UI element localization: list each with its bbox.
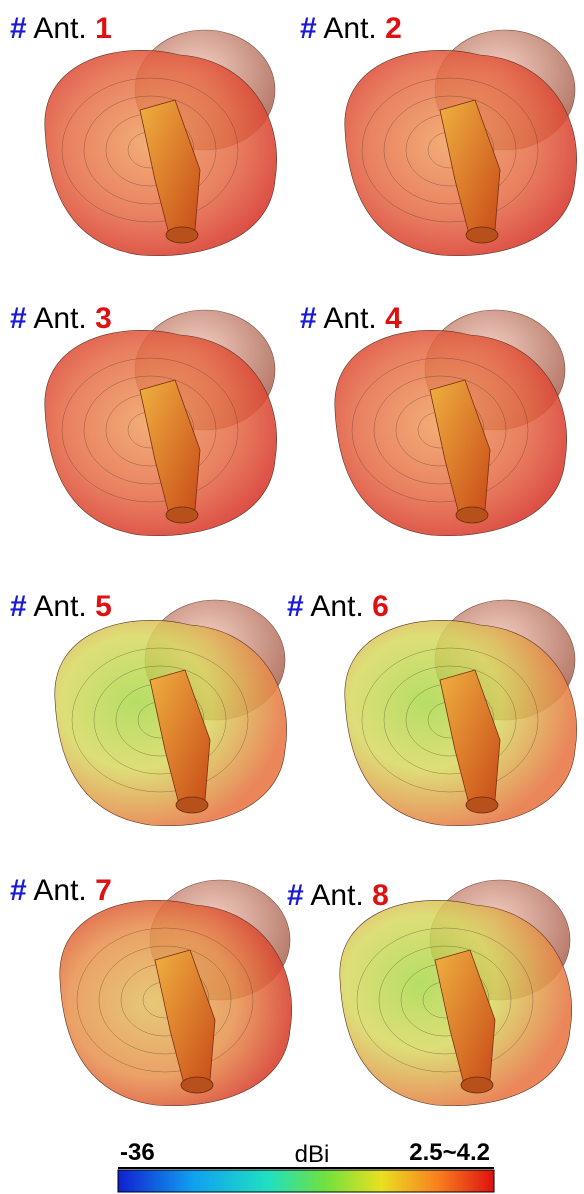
- contour-line: [98, 945, 232, 1055]
- label-hash: #: [300, 12, 317, 45]
- label-text: Ant.: [323, 302, 376, 335]
- label-hash: #: [10, 590, 27, 623]
- antenna-label: # Ant. 5: [10, 590, 112, 623]
- label-text: Ant.: [310, 590, 363, 623]
- label-hash: #: [10, 12, 27, 45]
- label-number: 4: [385, 302, 402, 335]
- label-hash: #: [287, 590, 304, 623]
- label-number: 3: [95, 302, 112, 335]
- wrist: [165, 506, 199, 524]
- contour-line: [93, 665, 227, 775]
- wrist: [460, 1076, 494, 1094]
- label-hash: #: [10, 302, 27, 335]
- contour-line: [83, 95, 217, 205]
- wrist: [465, 226, 499, 244]
- antenna-panel: # Ant. 6: [287, 590, 577, 826]
- antenna-panel: # Ant. 7: [10, 874, 292, 1106]
- label-text: Ant.: [323, 12, 376, 45]
- colorbar-max: 2.5~4.2: [409, 1139, 490, 1166]
- label-number: 2: [385, 12, 402, 45]
- antenna-label: # Ant. 8: [287, 879, 389, 912]
- label-text: Ant.: [33, 590, 86, 623]
- wrist: [175, 796, 209, 814]
- wrist: [165, 226, 199, 244]
- contour-line: [61, 357, 239, 503]
- antenna-panel: # Ant. 5: [10, 590, 287, 826]
- label-hash: #: [287, 879, 304, 912]
- contour-line: [378, 945, 512, 1055]
- label-text: Ant.: [33, 12, 86, 45]
- label-number: 6: [372, 590, 389, 623]
- label-number: 5: [95, 590, 112, 623]
- label-text: Ant.: [310, 879, 363, 912]
- label-number: 7: [95, 874, 112, 907]
- antenna-panel: # Ant. 2: [300, 12, 577, 256]
- antenna-label: # Ant. 4: [300, 302, 402, 335]
- contour-line: [71, 647, 249, 793]
- label-hash: #: [10, 874, 27, 907]
- colorbar: [117, 1169, 495, 1193]
- contour-line: [351, 357, 529, 503]
- label-number: 1: [95, 12, 112, 45]
- antenna-label: # Ant. 2: [300, 12, 402, 45]
- antenna-panel: # Ant. 8: [287, 879, 572, 1106]
- colorbar-unit: dBi: [295, 1141, 330, 1168]
- antenna-panel: # Ant. 4: [300, 302, 567, 536]
- contour-line: [76, 927, 254, 1073]
- wrist: [465, 796, 499, 814]
- wrist: [180, 1076, 214, 1094]
- antenna-label: # Ant. 6: [287, 590, 389, 623]
- contour-line: [373, 375, 507, 485]
- contour-line: [383, 665, 517, 775]
- antenna-label: # Ant. 1: [10, 12, 112, 45]
- contour-line: [361, 77, 539, 223]
- colorbar-min: -36: [120, 1139, 155, 1166]
- contour-line: [61, 77, 239, 223]
- contour-line: [383, 95, 517, 205]
- antenna-label: # Ant. 7: [10, 874, 112, 907]
- contour-line: [361, 647, 539, 793]
- antenna-label: # Ant. 3: [10, 302, 112, 335]
- label-number: 8: [372, 879, 389, 912]
- label-hash: #: [300, 302, 317, 335]
- label-text: Ant.: [33, 874, 86, 907]
- wrist: [455, 506, 489, 524]
- antenna-panel: # Ant. 3: [10, 302, 277, 536]
- antenna-panel: # Ant. 1: [10, 12, 277, 256]
- contour-line: [356, 927, 534, 1073]
- label-text: Ant.: [33, 302, 86, 335]
- contour-line: [83, 375, 217, 485]
